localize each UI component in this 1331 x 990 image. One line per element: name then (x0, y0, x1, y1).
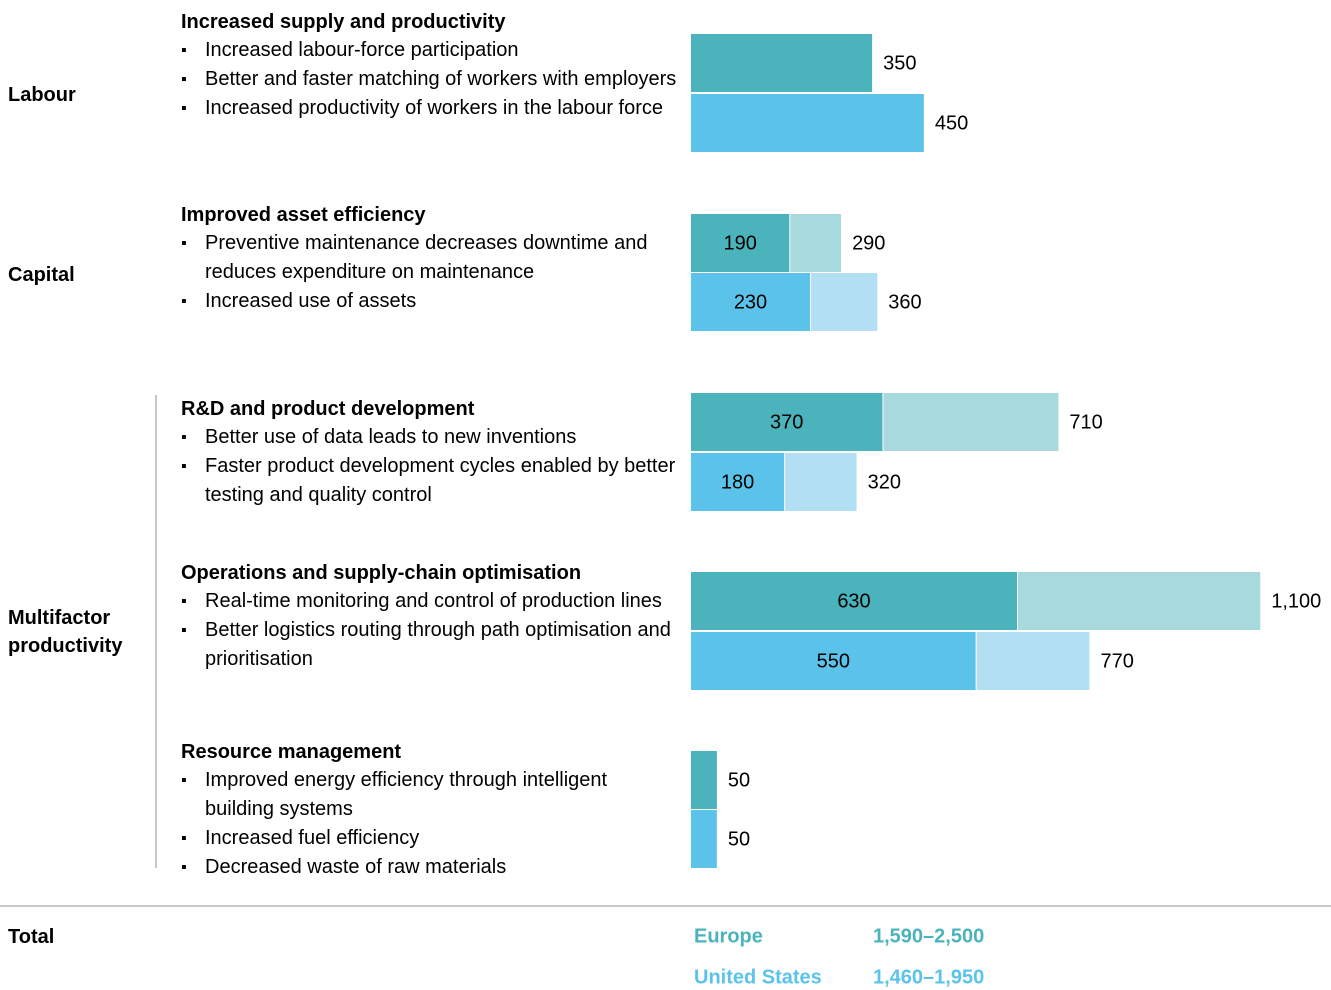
lever-title: Improved asset efficiency (181, 204, 426, 226)
bullet-list: Better use of data leads to new inventio… (181, 423, 681, 510)
bullet: Better logistics routing through path op… (181, 616, 681, 674)
lever-title: Increased supply and productivity (181, 11, 506, 33)
value-label: 50 (728, 769, 750, 791)
group-label: Capital (8, 264, 75, 286)
bullet: Increased fuel efficiency (181, 824, 681, 853)
bullet-list: Increased labour-force participationBett… (181, 36, 681, 123)
group-label: Labour (8, 84, 76, 106)
total-title: Total (8, 926, 55, 948)
value-label: 450 (935, 112, 968, 134)
lever-title: Resource management (181, 741, 402, 763)
value-label: 290 (852, 232, 885, 254)
bullet: Better use of data leads to new inventio… (181, 423, 681, 452)
value-label: 230 (734, 291, 767, 313)
bar-high (790, 214, 842, 272)
value-label: 180 (721, 471, 754, 493)
value-label: 350 (883, 52, 916, 74)
value-label: 320 (868, 471, 901, 493)
group-label: Multifactor productivity (8, 607, 123, 657)
value-label: 50 (728, 828, 750, 850)
bullet-list: Improved energy efficiency through intel… (181, 766, 681, 882)
bullet: Faster product development cycles enable… (181, 452, 681, 510)
bar-low (691, 273, 811, 331)
value-label: 710 (1069, 411, 1102, 433)
bar-low (691, 810, 717, 868)
legend-name: Europe (694, 925, 763, 947)
value-label: 1,100 (1271, 590, 1321, 612)
bullet: Better and faster matching of workers wi… (181, 65, 681, 94)
total-value: 1,460–1,950 (873, 966, 984, 988)
lever-title: Operations and supply-chain optimisation (181, 562, 582, 584)
value-label: 370 (770, 411, 803, 433)
bar-low (691, 214, 790, 272)
bullet: Increased labour-force participation (181, 36, 681, 65)
bullet: Increased productivity of workers in the… (181, 94, 681, 123)
bullet: Decreased waste of raw materials (181, 853, 681, 882)
bullet: Real-time monitoring and control of prod… (181, 587, 681, 616)
value-label: 550 (817, 650, 850, 672)
bar-low (691, 632, 976, 690)
value-label: 630 (837, 590, 870, 612)
bullet-list: Preventive maintenance decreases downtim… (181, 229, 681, 316)
bar-low (691, 751, 717, 809)
bullet-list: Real-time monitoring and control of prod… (181, 587, 681, 674)
value-label: 190 (723, 232, 756, 254)
bar-high (883, 393, 1059, 451)
bar-high (811, 273, 878, 331)
legend-name: United States (694, 966, 822, 988)
bar-low (691, 34, 873, 92)
bar-low (691, 94, 924, 152)
bar-high (785, 453, 857, 511)
bullet: Increased use of assets (181, 287, 681, 316)
bar-low (691, 393, 883, 451)
bar-high (976, 632, 1090, 690)
lever-title: R&D and product development (181, 398, 475, 420)
value-label: 360 (888, 291, 921, 313)
bar-low (691, 572, 1018, 630)
bar-high (1018, 572, 1261, 630)
value-label: 770 (1100, 650, 1133, 672)
bullet: Preventive maintenance decreases downtim… (181, 229, 681, 287)
bullet: Improved energy efficiency through intel… (181, 766, 681, 824)
bar-low (691, 453, 785, 511)
total-value: 1,590–2,500 (873, 925, 984, 947)
